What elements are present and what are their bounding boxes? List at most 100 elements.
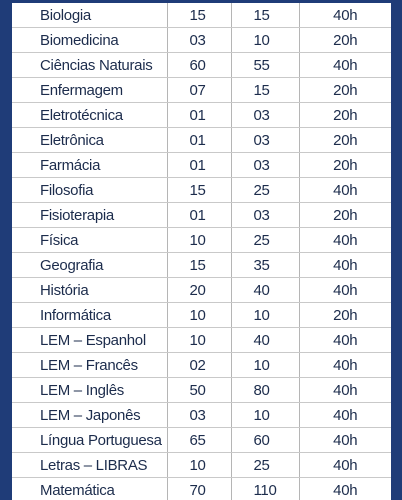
course-name: História — [12, 277, 167, 303]
table-row: Biologia 15 15 40h — [12, 3, 391, 28]
table-row: Geografia 15 35 40h — [12, 252, 391, 278]
hours-cell: 40h — [298, 252, 391, 278]
count-cell: 03 — [230, 102, 299, 128]
count-cell: 25 — [230, 227, 299, 253]
vacancies-cell: 01 — [166, 127, 231, 153]
course-name: Matemática — [12, 477, 167, 500]
course-name: Geografia — [12, 252, 167, 278]
count-cell: 55 — [230, 52, 299, 78]
table-row: Letras – LIBRAS 10 25 40h — [12, 452, 391, 478]
table-sheet: Biologia 15 15 40h Biomedicina 03 10 20h Ciência… — [12, 3, 391, 500]
vacancies-cell: 10 — [166, 452, 231, 478]
count-cell: 15 — [230, 77, 299, 103]
vacancies-cell: 02 — [166, 352, 231, 378]
table-row: Fisioterapia 01 03 20h — [12, 202, 391, 228]
course-name: Letras – LIBRAS — [12, 452, 167, 478]
hours-cell: 40h — [298, 477, 391, 500]
table-row: LEM – Espanhol 10 40 40h — [12, 327, 391, 353]
course-name: LEM – Japonês — [12, 402, 167, 428]
count-cell: 40 — [230, 277, 299, 303]
vacancies-cell: 15 — [166, 3, 231, 28]
course-name: Língua Portuguesa — [12, 427, 167, 453]
hours-cell: 40h — [298, 377, 391, 403]
count-cell: 10 — [230, 27, 299, 53]
course-name: LEM – Francês — [12, 352, 167, 378]
count-cell: 110 — [230, 477, 299, 500]
hours-cell: 40h — [298, 352, 391, 378]
hours-cell: 20h — [298, 102, 391, 128]
vacancies-cell: 03 — [166, 402, 231, 428]
course-name: Fisioterapia — [12, 202, 167, 228]
table-row: Eletrônica 01 03 20h — [12, 127, 391, 153]
hours-cell: 40h — [298, 427, 391, 453]
hours-cell: 20h — [298, 152, 391, 178]
table-row: LEM – Japonês 03 10 40h — [12, 402, 391, 428]
hours-cell: 40h — [298, 177, 391, 203]
count-cell: 15 — [230, 3, 299, 28]
count-cell: 03 — [230, 202, 299, 228]
course-name: Eletrônica — [12, 127, 167, 153]
course-name: Filosofia — [12, 177, 167, 203]
count-cell: 10 — [230, 352, 299, 378]
hours-cell: 40h — [298, 227, 391, 253]
vacancies-cell: 15 — [166, 177, 231, 203]
table-row: Ciências Naturais 60 55 40h — [12, 52, 391, 78]
table-row: Biomedicina 03 10 20h — [12, 27, 391, 53]
course-name: Ciências Naturais — [12, 52, 167, 78]
table-row: Enfermagem 07 15 20h — [12, 77, 391, 103]
hours-cell: 40h — [298, 3, 391, 28]
table-row: Matemática 70 110 40h — [12, 477, 391, 500]
count-cell: 25 — [230, 177, 299, 203]
vacancies-cell: 65 — [166, 427, 231, 453]
course-name: Física — [12, 227, 167, 253]
vacancies-cell: 03 — [166, 27, 231, 53]
course-table: Biologia 15 15 40h Biomedicina 03 10 20h Ciência… — [12, 3, 391, 500]
count-cell: 40 — [230, 327, 299, 353]
hours-cell: 20h — [298, 127, 391, 153]
course-name: Farmácia — [12, 152, 167, 178]
vacancies-cell: 01 — [166, 202, 231, 228]
vacancies-cell: 50 — [166, 377, 231, 403]
count-cell: 80 — [230, 377, 299, 403]
course-name: Eletrotécnica — [12, 102, 167, 128]
vacancies-cell: 01 — [166, 102, 231, 128]
count-cell: 03 — [230, 152, 299, 178]
vacancies-cell: 15 — [166, 252, 231, 278]
count-cell: 10 — [230, 302, 299, 328]
count-cell: 60 — [230, 427, 299, 453]
table-row: LEM – Inglês 50 80 40h — [12, 377, 391, 403]
table-row: Física 10 25 40h — [12, 227, 391, 253]
table-row: História 20 40 40h — [12, 277, 391, 303]
hours-cell: 40h — [298, 327, 391, 353]
vacancies-cell: 60 — [166, 52, 231, 78]
count-cell: 35 — [230, 252, 299, 278]
hours-cell: 20h — [298, 202, 391, 228]
table-row: Farmácia 01 03 20h — [12, 152, 391, 178]
table-row: Língua Portuguesa 65 60 40h — [12, 427, 391, 453]
hours-cell: 20h — [298, 302, 391, 328]
table-row: Eletrotécnica 01 03 20h — [12, 102, 391, 128]
hours-cell: 40h — [298, 402, 391, 428]
hours-cell: 20h — [298, 27, 391, 53]
table-row: Filosofia 15 25 40h — [12, 177, 391, 203]
vacancies-cell: 07 — [166, 77, 231, 103]
course-name: Informática — [12, 302, 167, 328]
hours-cell: 40h — [298, 52, 391, 78]
vacancies-cell: 10 — [166, 227, 231, 253]
course-name: Enfermagem — [12, 77, 167, 103]
count-cell: 10 — [230, 402, 299, 428]
vacancies-cell: 10 — [166, 327, 231, 353]
course-name: Biologia — [12, 3, 167, 28]
hours-cell: 40h — [298, 452, 391, 478]
vacancies-cell: 10 — [166, 302, 231, 328]
table-body: Biologia 15 15 40h Biomedicina 03 10 20h Ciência… — [12, 3, 391, 500]
vacancies-cell: 20 — [166, 277, 231, 303]
vacancies-cell: 70 — [166, 477, 231, 500]
vacancies-cell: 01 — [166, 152, 231, 178]
course-name: LEM – Espanhol — [12, 327, 167, 353]
course-name: Biomedicina — [12, 27, 167, 53]
course-name: LEM – Inglês — [12, 377, 167, 403]
count-cell: 25 — [230, 452, 299, 478]
